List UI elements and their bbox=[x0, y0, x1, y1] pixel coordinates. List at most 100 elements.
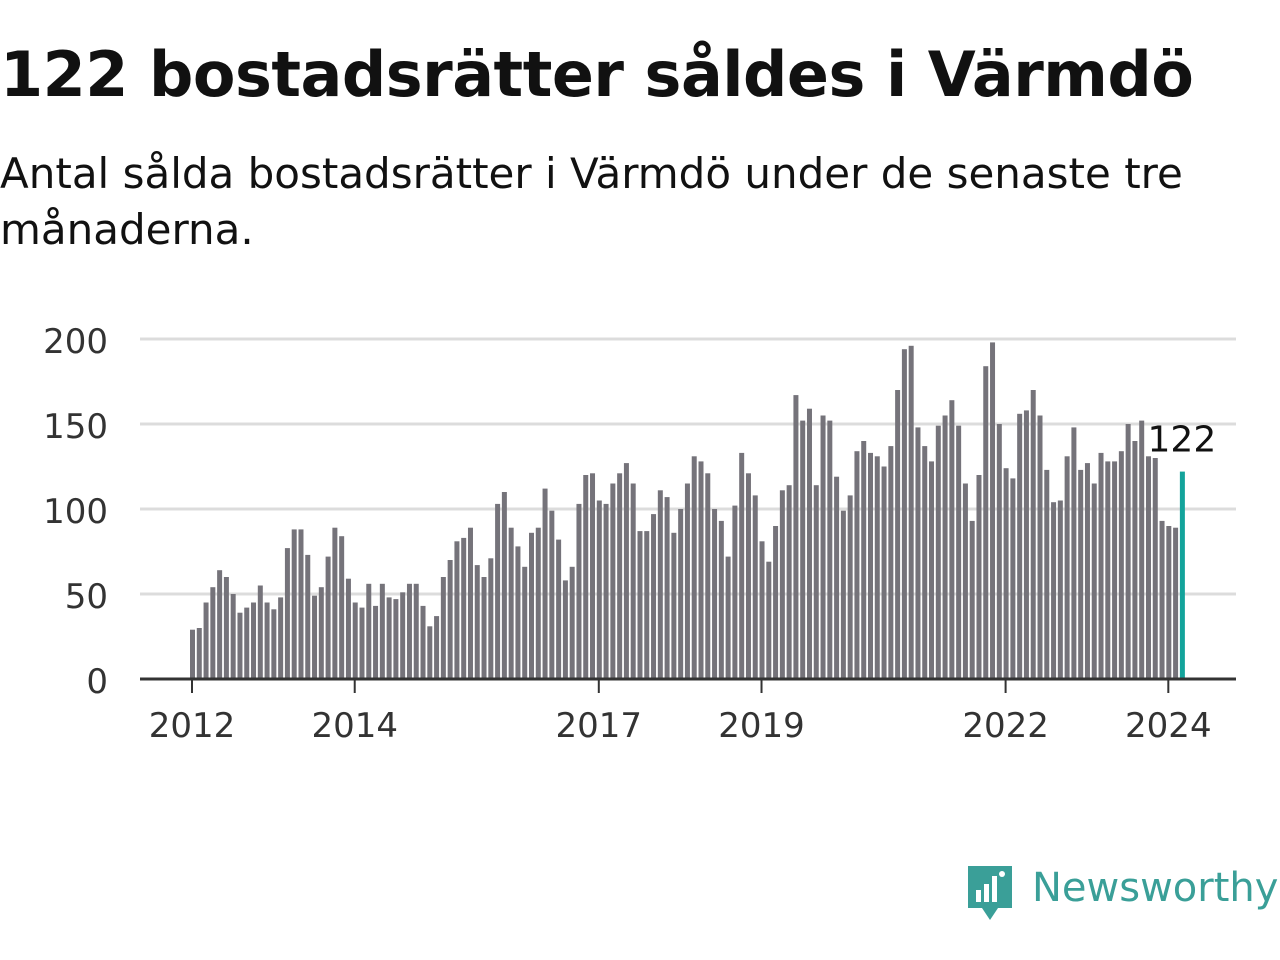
bar bbox=[244, 607, 250, 679]
bar bbox=[1118, 451, 1124, 679]
bar bbox=[630, 483, 636, 679]
bar bbox=[651, 514, 657, 679]
bar bbox=[644, 531, 650, 679]
bar bbox=[745, 473, 751, 679]
bar bbox=[1084, 463, 1090, 679]
bar bbox=[386, 597, 392, 679]
x-axis-ticks: 2012 2014 2017 2019 2022 2024 bbox=[149, 679, 1212, 746]
bar bbox=[556, 539, 562, 679]
bar bbox=[440, 577, 446, 679]
bar bbox=[1010, 478, 1016, 679]
bar bbox=[969, 520, 975, 679]
bar bbox=[373, 605, 379, 679]
bar bbox=[976, 475, 982, 679]
bar bbox=[915, 427, 921, 679]
bar bbox=[617, 473, 623, 679]
bar bbox=[339, 536, 345, 679]
bar bbox=[773, 526, 779, 679]
bar bbox=[942, 415, 948, 679]
bars bbox=[190, 342, 1185, 679]
bar bbox=[983, 366, 989, 679]
bar bbox=[549, 510, 555, 679]
bar bbox=[217, 570, 223, 679]
y-tick-label: 50 bbox=[65, 577, 108, 617]
bar bbox=[230, 594, 236, 679]
bar bbox=[325, 556, 331, 679]
bar bbox=[1057, 500, 1063, 679]
bar bbox=[698, 461, 704, 679]
bar bbox=[739, 452, 745, 679]
bar bbox=[1003, 468, 1009, 679]
bar bbox=[223, 577, 229, 679]
bar bbox=[434, 616, 440, 679]
bar bbox=[657, 490, 663, 679]
bar bbox=[847, 495, 853, 679]
x-tick-label: 2012 bbox=[149, 706, 236, 746]
bar bbox=[684, 483, 690, 679]
bar bbox=[562, 580, 568, 679]
bar bbox=[806, 408, 812, 679]
bar bbox=[1132, 441, 1138, 679]
bar bbox=[366, 583, 372, 679]
bar bbox=[1159, 520, 1165, 679]
bar bbox=[1173, 527, 1179, 679]
bar bbox=[1145, 456, 1151, 679]
bar bbox=[1023, 410, 1029, 679]
bar bbox=[779, 490, 785, 679]
bar bbox=[474, 565, 480, 679]
bar bbox=[420, 605, 426, 679]
bar-highlight bbox=[1179, 471, 1185, 679]
x-tick-label: 2024 bbox=[1125, 706, 1212, 746]
bar bbox=[922, 446, 928, 679]
bar bbox=[467, 527, 473, 679]
x-tick-label: 2022 bbox=[962, 706, 1049, 746]
y-tick-label: 150 bbox=[43, 407, 108, 447]
bar bbox=[786, 485, 792, 679]
bar bbox=[712, 509, 718, 679]
bar-chart: 0 50 100 150 200 2012 2014 2017 2019 2022 2024 12… bbox=[43, 322, 1236, 746]
bar bbox=[962, 483, 968, 679]
bar bbox=[305, 554, 311, 679]
bar bbox=[583, 475, 589, 679]
bar bbox=[1152, 458, 1158, 679]
bar bbox=[596, 500, 602, 679]
bar bbox=[1091, 483, 1097, 679]
bar bbox=[637, 531, 643, 679]
bar bbox=[840, 510, 846, 679]
bar bbox=[284, 548, 290, 679]
bar bbox=[529, 532, 534, 679]
bar bbox=[935, 425, 941, 679]
bar bbox=[1098, 452, 1104, 679]
bar bbox=[990, 342, 996, 679]
bar bbox=[379, 583, 385, 679]
bar bbox=[332, 527, 338, 679]
bar bbox=[278, 597, 284, 679]
bar bbox=[590, 473, 596, 679]
bar bbox=[406, 583, 412, 679]
bar bbox=[996, 424, 1002, 679]
bar bbox=[1105, 461, 1111, 679]
bar bbox=[312, 595, 318, 679]
bar bbox=[461, 537, 467, 679]
bar bbox=[1125, 424, 1131, 679]
bar bbox=[766, 561, 772, 679]
bar bbox=[725, 556, 731, 679]
bar bbox=[318, 587, 324, 679]
bar bbox=[664, 497, 670, 679]
bar bbox=[522, 566, 528, 679]
bar bbox=[1139, 420, 1145, 679]
bar bbox=[251, 602, 257, 679]
chart-subtitle: Antal sålda bostadsrätter i Värmdö under… bbox=[0, 149, 1183, 254]
bar bbox=[827, 420, 833, 679]
bar bbox=[1064, 456, 1070, 679]
bar bbox=[1112, 461, 1118, 679]
bar bbox=[603, 503, 609, 679]
bar bbox=[413, 583, 419, 679]
bar bbox=[508, 527, 514, 679]
bar bbox=[359, 607, 365, 679]
bar bbox=[393, 599, 399, 679]
bar bbox=[800, 420, 806, 679]
bar bbox=[264, 602, 270, 679]
bar bbox=[759, 541, 765, 679]
bar bbox=[854, 451, 860, 679]
